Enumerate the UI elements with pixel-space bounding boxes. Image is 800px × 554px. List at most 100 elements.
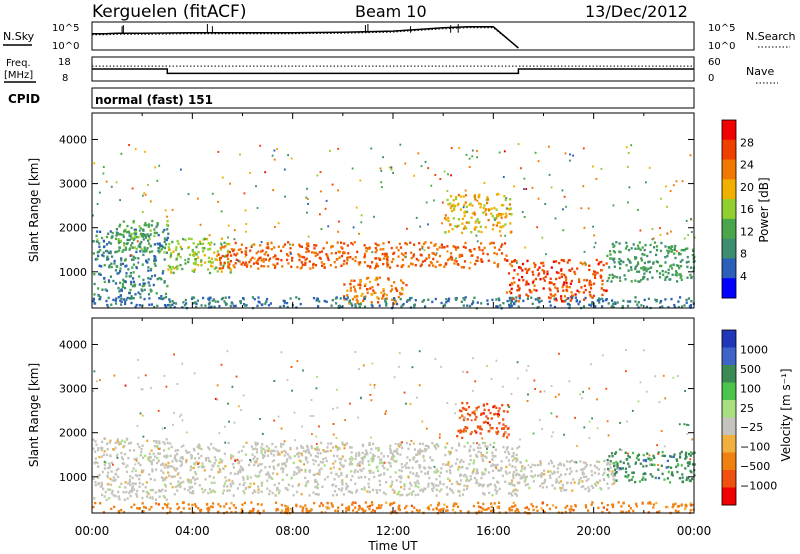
velocity-cell: [689, 469, 692, 473]
power-cell: [163, 237, 166, 240]
power-cell: [132, 277, 135, 280]
power-cell: [123, 286, 127, 290]
velocity-cell: [360, 469, 363, 473]
velocity-cell: [170, 445, 173, 449]
power-cell: [132, 297, 135, 300]
velocity-cell: [245, 441, 248, 444]
power-cell: [555, 271, 558, 274]
velocity-cell: [600, 501, 604, 505]
power-cell: [117, 296, 120, 299]
power-cell: [127, 268, 130, 271]
power-cell: [168, 298, 171, 301]
velocity-colorbar-tick: 100: [740, 382, 761, 395]
velocity-cell: [173, 353, 175, 356]
power-cell: [119, 288, 122, 292]
power-cell: [582, 147, 585, 150]
velocity-cell: [501, 474, 504, 477]
power-cell: [251, 244, 253, 246]
power-cell: [343, 296, 346, 300]
power-cell: [158, 251, 161, 254]
velocity-cell: [391, 488, 394, 491]
velocity-cell: [602, 473, 605, 476]
velocity-cell: [361, 462, 364, 465]
power-cell: [469, 250, 473, 253]
velocity-cell: [514, 510, 517, 513]
power-cell: [471, 155, 474, 158]
velocity-cell: [148, 496, 151, 499]
power-cell: [326, 256, 330, 260]
velocity-cell: [126, 464, 129, 467]
power-cell: [601, 279, 604, 282]
velocity-cell: [539, 484, 542, 488]
power-cell: [179, 255, 182, 259]
velocity-cell: [585, 479, 588, 482]
power-cell: [614, 302, 617, 306]
power-cell: [434, 174, 437, 176]
velocity-cell: [341, 483, 344, 486]
power-cell: [473, 247, 476, 251]
velocity-cell: [391, 502, 394, 505]
velocity-cell: [361, 508, 364, 511]
velocity-cell: [113, 374, 116, 377]
power-cell: [102, 245, 106, 249]
velocity-cell: [210, 481, 213, 484]
power-colorbar-tick: 24: [740, 159, 754, 172]
velocity-cell: [451, 446, 454, 450]
velocity-cell: [141, 496, 144, 500]
velocity-cell: [471, 411, 474, 414]
velocity-cell: [340, 463, 343, 467]
velocity-cell: [350, 455, 353, 458]
power-cell: [505, 254, 508, 257]
power-cell: [484, 210, 487, 213]
velocity-cell: [157, 503, 160, 506]
velocity-cell: [207, 459, 211, 463]
velocity-cell: [649, 473, 652, 476]
velocity-cell: [330, 502, 333, 505]
velocity-cell: [389, 451, 392, 454]
power-cell: [230, 254, 233, 257]
velocity-cell: [681, 480, 685, 484]
power-cell: [445, 298, 448, 301]
velocity-cell: [275, 507, 278, 511]
power-cell: [447, 203, 450, 206]
power-cell: [387, 241, 390, 244]
velocity-cell: [490, 505, 493, 509]
power-cell: [320, 190, 322, 193]
power-cell: [137, 291, 140, 294]
power-cell: [401, 292, 404, 296]
power-cell: [577, 302, 580, 306]
velocity-cell: [322, 458, 325, 461]
velocity-cell: [689, 502, 692, 505]
velocity-cell: [108, 462, 111, 465]
velocity-cell: [230, 511, 233, 514]
power-cell: [139, 227, 142, 230]
velocity-cell: [230, 485, 233, 488]
power-cell: [622, 260, 625, 264]
power-cell: [229, 182, 231, 185]
velocity-cell: [466, 371, 469, 374]
velocity-cell: [469, 478, 473, 481]
power-cell: [555, 299, 558, 302]
power-cell: [569, 269, 572, 272]
power-cell: [565, 285, 568, 288]
velocity-cell: [649, 502, 652, 505]
velocity-cell: [223, 482, 226, 485]
power-cell: [290, 265, 293, 268]
velocity-cell: [260, 484, 263, 487]
velocity-cell: [243, 501, 246, 505]
power-cell: [536, 226, 539, 229]
power-cell: [131, 241, 134, 245]
power-cell: [485, 198, 488, 202]
power-cell: [576, 289, 579, 292]
power-cell: [446, 250, 449, 253]
velocity-cell: [486, 417, 489, 420]
power-cell: [521, 211, 524, 214]
power-cell: [306, 211, 308, 214]
velocity-cell: [138, 474, 142, 477]
velocity-cell: [161, 427, 164, 430]
velocity-cell: [143, 505, 146, 509]
velocity-cell: [533, 474, 537, 477]
velocity-cell: [376, 469, 380, 473]
velocity-cell: [271, 460, 274, 463]
velocity-cell: [174, 485, 177, 489]
